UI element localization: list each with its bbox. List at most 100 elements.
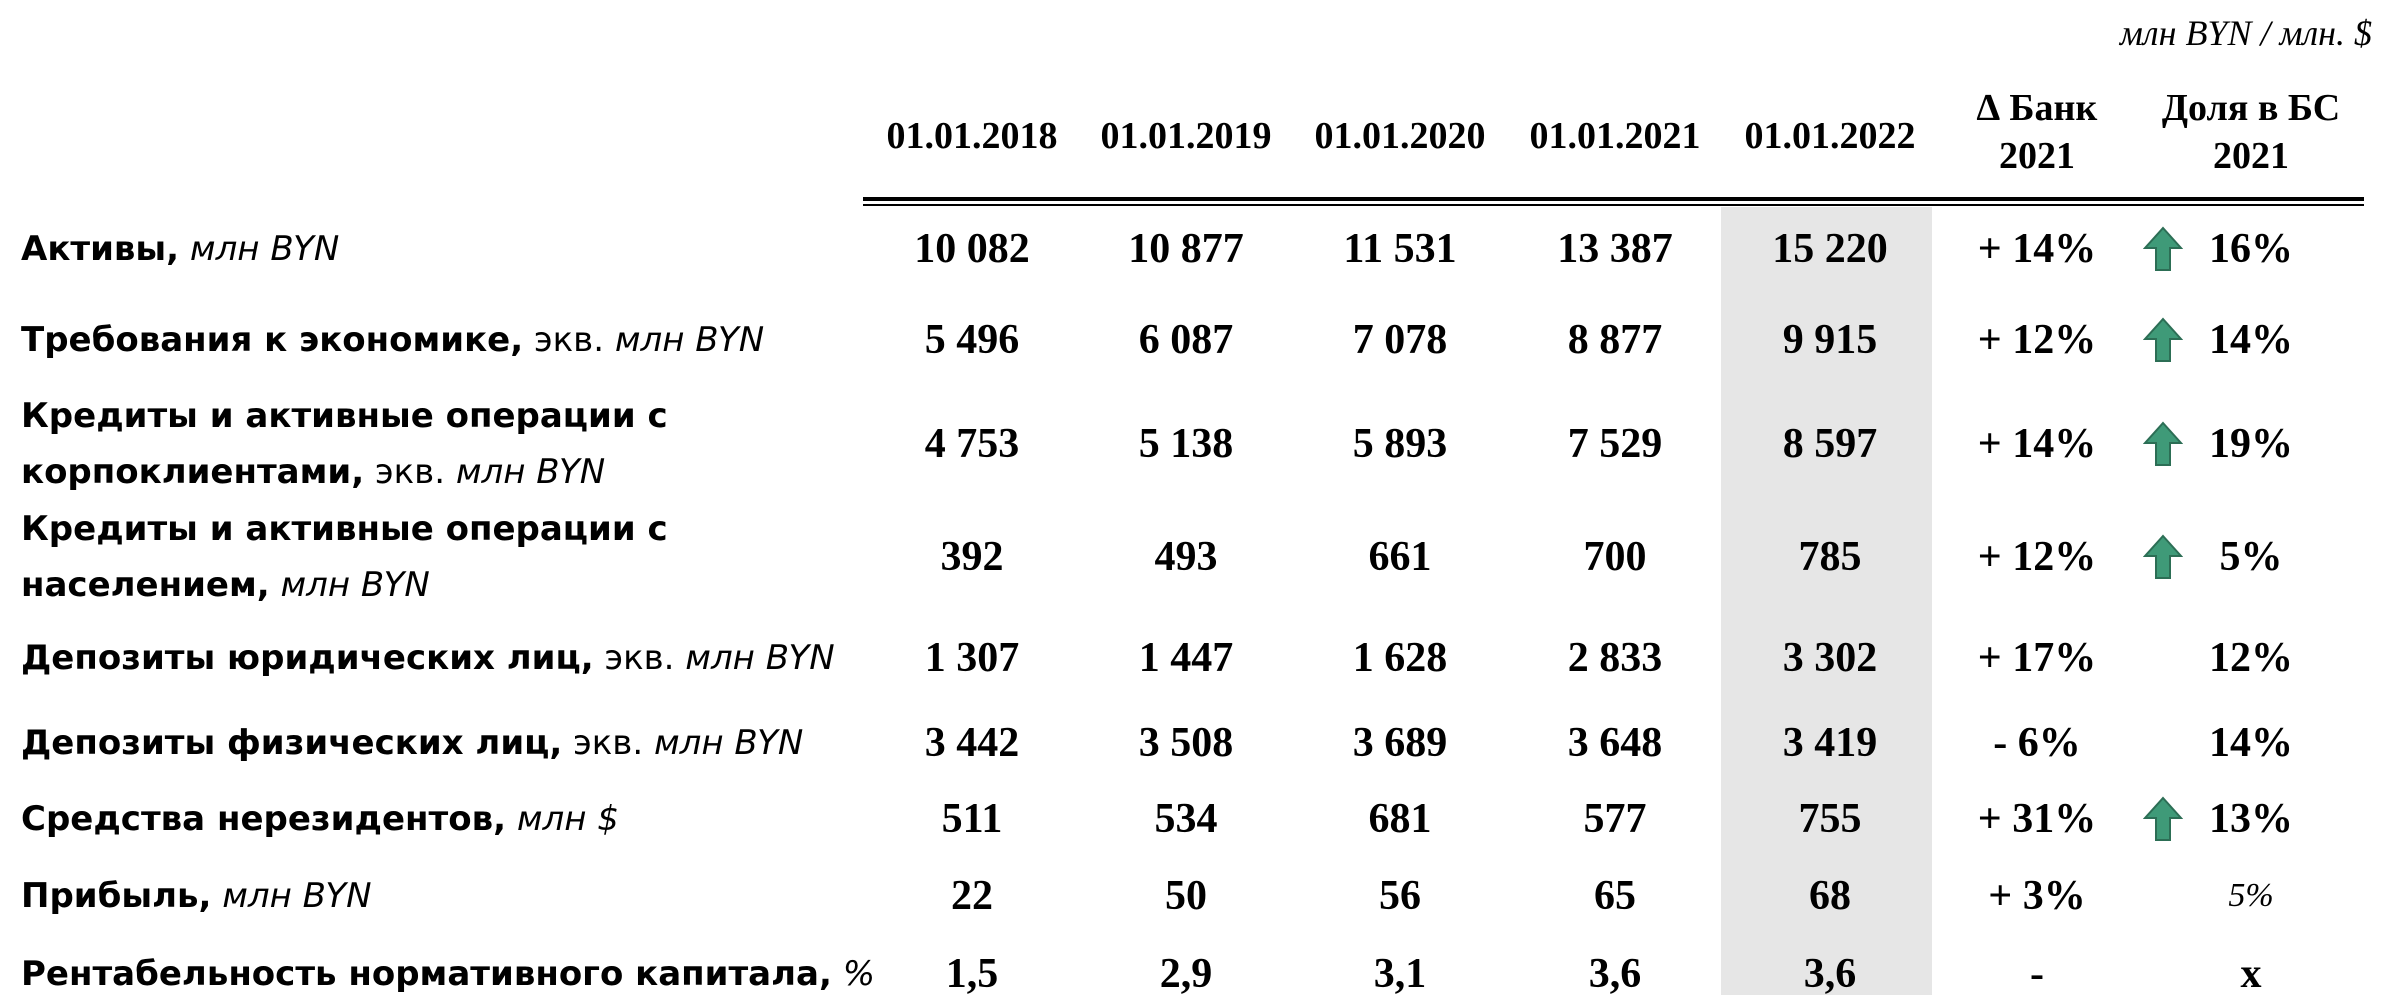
cell-value: 50 — [1165, 873, 1207, 919]
column-header: 01.01.2019 — [1101, 112, 1272, 160]
cell-value: 3 648 — [1567, 720, 1663, 766]
up-arrow — [2143, 226, 2183, 271]
cell-value: 700 — [1583, 534, 1647, 580]
header-line: 01.01.2022 — [1744, 115, 1916, 157]
cell-value: 3 508 — [1138, 720, 1234, 766]
cell-value: 5 496 — [924, 317, 1020, 363]
cell-value: 3 302 — [1782, 635, 1878, 681]
cell-value: 7 529 — [1567, 421, 1663, 467]
cell-value: 4 753 — [924, 421, 1020, 467]
arrow-shape — [2143, 226, 2183, 271]
change-value: - — [2030, 951, 2044, 995]
cell-value: 1,5 — [945, 951, 999, 995]
label-part: млн BYN — [222, 876, 372, 916]
cell-value: 8 877 — [1567, 317, 1663, 363]
column-header: 01.01.2020 — [1315, 112, 1486, 160]
change-value: + 12% — [1977, 317, 2097, 363]
row-label: Требования к экономике, экв. млн BYN — [21, 320, 764, 360]
cell-value: 5 138 — [1138, 421, 1234, 467]
column-header: 01.01.2021 — [1530, 112, 1701, 160]
change-value: + 12% — [1977, 534, 2097, 580]
label-part: Кредиты и активные операции с — [21, 509, 668, 549]
row-label: Кредиты и активные операции с — [21, 396, 668, 436]
cell-value: 11 531 — [1343, 226, 1457, 272]
label-part: Кредиты и активные операции с — [21, 396, 668, 436]
column-header: Доля в БС 2021 — [2162, 84, 2340, 180]
row-label: Кредиты и активные операции с — [21, 509, 668, 549]
cell-value: 5 893 — [1352, 421, 1448, 467]
change-value: + 31% — [1977, 796, 2097, 842]
cell-value: 681 — [1368, 796, 1432, 842]
cell-value: 7 078 — [1352, 317, 1448, 363]
header-line: 01.01.2019 — [1100, 115, 1272, 157]
share-value: 13% — [2209, 796, 2293, 842]
label-part: Прибыль, — [21, 876, 212, 916]
share-value: 14% — [2209, 317, 2293, 363]
header-line: Доля в БС — [2161, 87, 2341, 129]
up-arrow — [2143, 796, 2183, 841]
label-part: Депозиты юридических лиц, — [21, 638, 594, 678]
header-line: ∆ Банк — [1976, 87, 2098, 129]
cell-value: 534 — [1154, 796, 1218, 842]
cell-value: 3 419 — [1782, 720, 1878, 766]
cell-value: 65 — [1594, 873, 1636, 919]
label-part: млн BYN — [685, 638, 835, 678]
cell-value: 3,1 — [1373, 951, 1427, 995]
cell-value: 10 877 — [1128, 226, 1244, 272]
label-part: Рентабельность нормативного капитала, — [21, 954, 832, 994]
label-part: млн BYN — [653, 723, 804, 763]
header-rule — [863, 197, 2364, 201]
label-part: Требования к экономике, — [21, 320, 524, 360]
header-line: 01.01.2021 — [1529, 115, 1701, 157]
cell-value: 8 597 — [1782, 421, 1878, 467]
header-line: 01.01.2018 — [886, 115, 1058, 157]
arrow-shape — [2143, 421, 2183, 466]
row-label: Средства нерезидентов, млн $ — [21, 799, 619, 839]
label-part: экв. — [374, 452, 446, 492]
label-part: млн BYN — [455, 452, 606, 492]
cell-value: 3 442 — [924, 720, 1020, 766]
label-part: населением, — [21, 565, 270, 605]
cell-value: 392 — [940, 534, 1004, 580]
change-value: + 3% — [1988, 873, 2086, 919]
cell-value: 22 — [951, 873, 993, 919]
cell-value: 3,6 — [1803, 951, 1857, 995]
header-rule — [863, 204, 2364, 206]
cell-value: 15 220 — [1772, 226, 1888, 272]
up-arrow — [2143, 534, 2183, 579]
label-part: корпоклиентами, — [21, 452, 365, 492]
change-value: + 14% — [1977, 226, 2097, 272]
label-part: % — [842, 954, 876, 994]
label-part: экв. — [573, 723, 644, 763]
column-header: ∆ Банк 2021 — [1977, 84, 2098, 180]
cell-value: 9 915 — [1782, 317, 1878, 363]
up-arrow — [2143, 421, 2183, 466]
cell-value: 1 628 — [1352, 635, 1448, 681]
row-label: населением, млн BYN — [21, 565, 430, 605]
cell-value: 755 — [1798, 796, 1862, 842]
share-value: 5% — [2228, 877, 2274, 914]
row-label: Рентабельность нормативного капитала, % — [21, 954, 875, 994]
arrow-shape — [2143, 534, 2183, 579]
row-label: Прибыль, млн BYN — [21, 876, 372, 916]
cell-value: 785 — [1798, 534, 1862, 580]
label-part: млн BYN — [280, 565, 430, 605]
cell-value: 3,6 — [1588, 951, 1642, 995]
label-part: млн BYN — [614, 320, 765, 360]
arrow-shape — [2143, 796, 2183, 841]
label-part: млн $ — [516, 799, 619, 839]
up-arrow — [2143, 317, 2183, 362]
cell-value: 661 — [1368, 534, 1432, 580]
cell-value: 10 082 — [914, 226, 1030, 272]
label-part: экв. — [604, 638, 675, 678]
share-value: 16% — [2209, 226, 2293, 272]
share-value: 12% — [2209, 635, 2293, 681]
change-value: - 6% — [1993, 720, 2081, 766]
row-label: Активы, млн BYN — [21, 229, 339, 269]
header-line: 2021 — [1998, 135, 2075, 177]
cell-value: 1 447 — [1138, 635, 1234, 681]
share-value: 19% — [2209, 421, 2293, 467]
column-header: 01.01.2022 — [1745, 112, 1916, 160]
cell-value: 56 — [1379, 873, 1421, 919]
